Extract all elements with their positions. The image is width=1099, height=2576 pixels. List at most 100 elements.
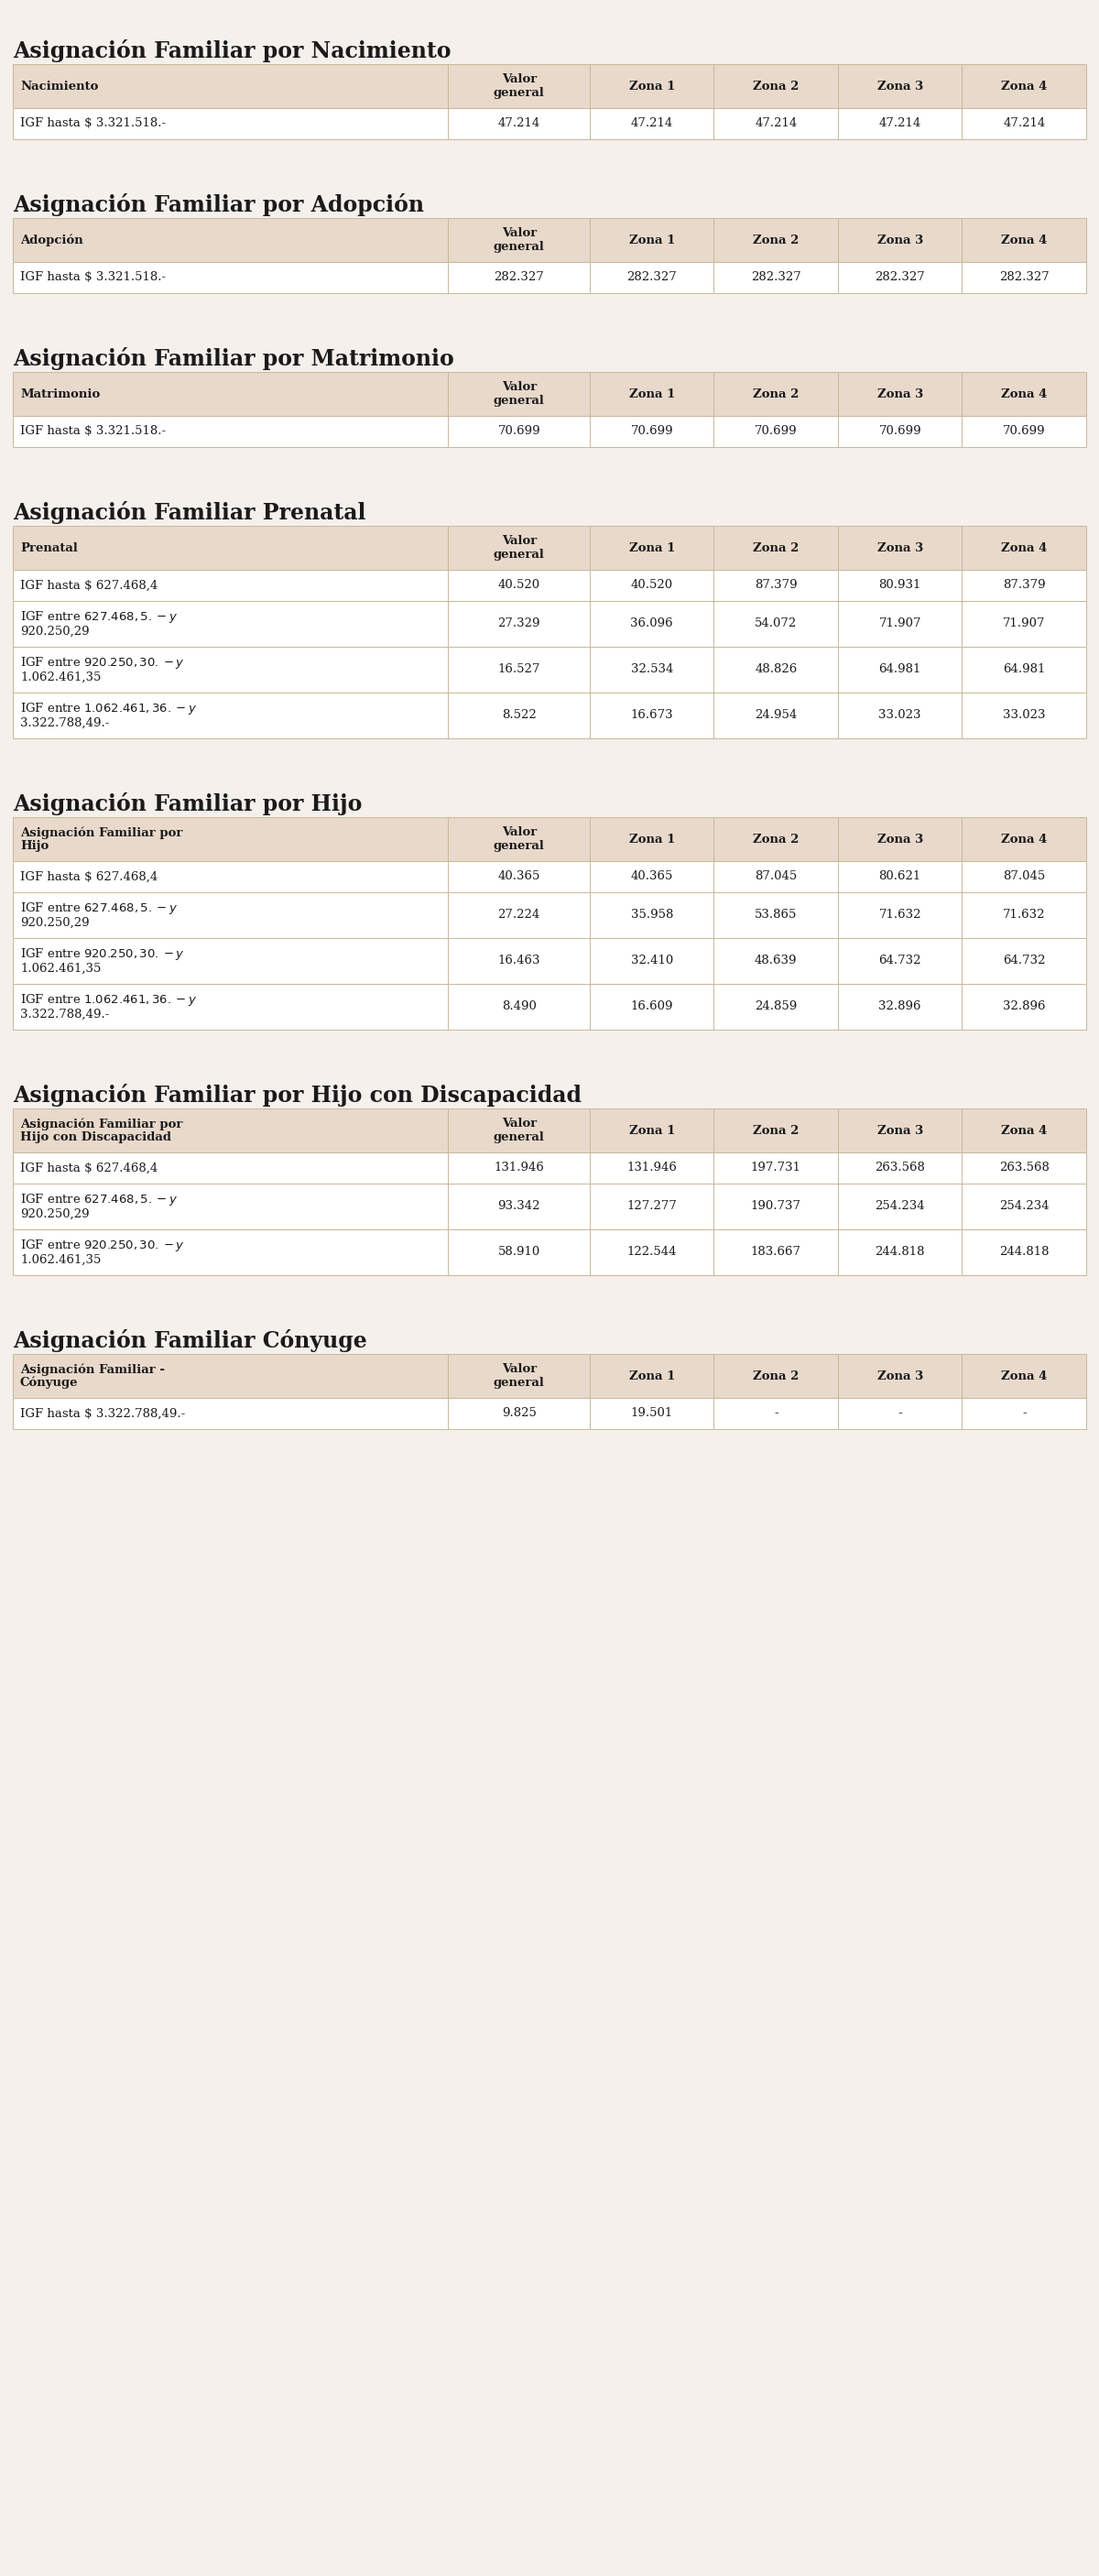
Text: Valor: Valor [501,227,536,240]
Text: Asignación Familiar -: Asignación Familiar - [20,1363,165,1376]
Bar [714,64,837,108]
Text: -: - [1022,1406,1026,1419]
Bar [590,569,714,600]
Bar [837,1229,962,1275]
Bar [13,984,448,1030]
Text: 93.342: 93.342 [498,1200,541,1213]
Bar [13,108,448,139]
Text: 244.818: 244.818 [999,1247,1050,1257]
Bar [448,1355,590,1399]
Bar [962,693,1086,739]
Text: 920.250,29: 920.250,29 [20,1208,89,1221]
Bar [962,938,1086,984]
Bar [962,817,1086,860]
Bar [448,600,590,647]
Bar [590,817,714,860]
Text: Asignación Familiar por: Asignación Familiar por [20,1118,182,1131]
Text: 27.224: 27.224 [498,909,541,922]
Text: Zona 2: Zona 2 [753,80,799,93]
Bar [837,1182,962,1229]
Text: IGF entre $ 627.468,5.- y $: IGF entre $ 627.468,5.- y $ [20,1190,178,1208]
Text: 1.062.461,35: 1.062.461,35 [20,1255,101,1265]
Text: Zona 1: Zona 1 [629,80,675,93]
Text: Zona 2: Zona 2 [753,541,799,554]
Bar [714,693,837,739]
Bar [837,1355,962,1399]
Text: IGF entre $ 1.062.461,36.- y $: IGF entre $ 1.062.461,36.- y $ [20,701,198,716]
Bar [448,1108,590,1151]
Text: 47.214: 47.214 [1003,118,1045,129]
Text: IGF hasta $ 3.321.518.-: IGF hasta $ 3.321.518.- [20,118,166,129]
Text: 33.023: 33.023 [879,708,921,721]
Bar [714,526,837,569]
Text: 47.214: 47.214 [631,118,673,129]
Bar [590,263,714,294]
Text: IGF entre $ 627.468,5.- y $: IGF entre $ 627.468,5.- y $ [20,608,178,623]
Bar [837,600,962,647]
Text: Zona 4: Zona 4 [1001,832,1047,845]
Bar [13,600,448,647]
Bar [962,415,1086,448]
Bar [590,938,714,984]
Text: 16.527: 16.527 [498,665,541,675]
Bar [962,263,1086,294]
Bar [13,1108,448,1151]
Bar [13,860,448,891]
Bar [714,1108,837,1151]
Text: 70.699: 70.699 [631,425,674,438]
Bar [962,1108,1086,1151]
Bar [448,569,590,600]
Text: Zona 3: Zona 3 [877,832,923,845]
Text: 64.732: 64.732 [1002,956,1045,966]
Text: 920.250,29: 920.250,29 [20,626,89,636]
Text: Valor: Valor [501,75,536,85]
Bar [714,371,837,415]
Bar [590,600,714,647]
Bar [837,1399,962,1430]
Text: IGF entre $ 1.062.461,36.- y $: IGF entre $ 1.062.461,36.- y $ [20,992,198,1007]
Bar [962,64,1086,108]
Text: 282.327: 282.327 [751,270,801,283]
Text: Zona 1: Zona 1 [629,389,675,399]
Text: 71.907: 71.907 [879,618,921,629]
Text: 80.621: 80.621 [879,871,921,884]
Bar [714,415,837,448]
Bar [448,647,590,693]
Text: 87.379: 87.379 [755,580,797,592]
Text: IGF hasta $ 627.468,4: IGF hasta $ 627.468,4 [20,1162,158,1175]
Bar [448,263,590,294]
Bar [837,984,962,1030]
Bar [962,860,1086,891]
Text: Zona 3: Zona 3 [877,389,923,399]
Text: 27.329: 27.329 [498,618,541,629]
Text: Zona 4: Zona 4 [1001,1126,1047,1136]
Text: Valor: Valor [501,381,536,394]
Bar [714,569,837,600]
Text: Zona 4: Zona 4 [1001,389,1047,399]
Text: Asignación Familiar por Matrimonio: Asignación Familiar por Matrimonio [13,348,454,371]
Bar [714,938,837,984]
Bar [13,817,448,860]
Bar [448,64,590,108]
Text: 282.327: 282.327 [626,270,677,283]
Text: 40.365: 40.365 [631,871,673,884]
Text: Valor: Valor [501,536,536,546]
Text: Zona 2: Zona 2 [753,389,799,399]
Bar [962,569,1086,600]
Text: 87.045: 87.045 [1003,871,1045,884]
Bar [714,1182,837,1229]
Text: general: general [493,549,545,559]
Bar [714,891,837,938]
Bar [837,938,962,984]
Text: 64.732: 64.732 [879,956,921,966]
Text: 47.214: 47.214 [498,118,541,129]
Text: general: general [493,1131,545,1144]
Bar [962,600,1086,647]
Bar [448,219,590,263]
Text: 36.096: 36.096 [631,618,674,629]
Bar [13,64,448,108]
Bar [448,817,590,860]
Text: 48.826: 48.826 [755,665,797,675]
Bar [837,817,962,860]
Bar [590,647,714,693]
